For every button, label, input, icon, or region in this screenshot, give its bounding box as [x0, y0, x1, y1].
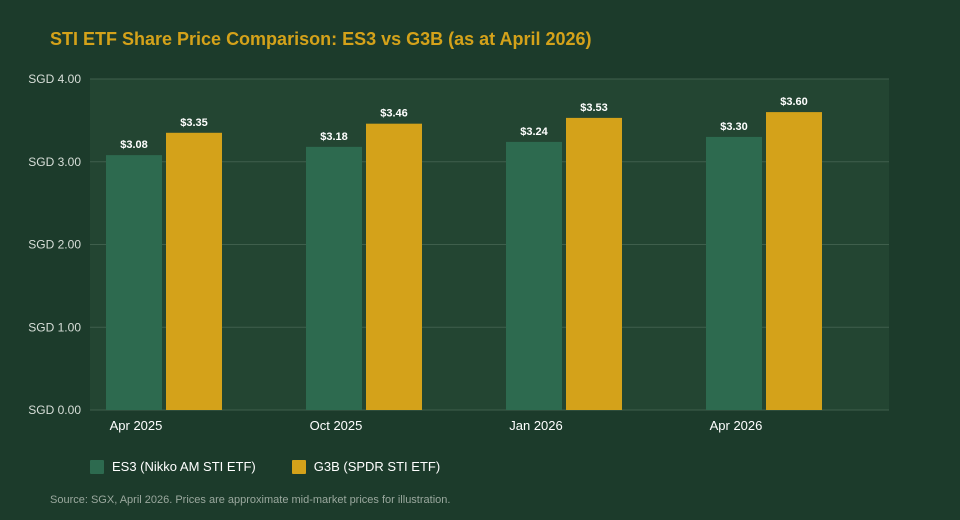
bar-g3b-2[interactable] — [566, 117, 622, 410]
bar-chart: SGD 0.00 SGD 1.00 SGD 2.00 SGD 3.00 SGD 4.00… — [28, 72, 889, 433]
legend-item-es3[interactable]: ES3 (Nikko AM STI ETF) — [90, 459, 256, 474]
bar-es3-1[interactable] — [306, 146, 362, 411]
bar-value-label: $3.53 — [580, 102, 608, 114]
y-tick-label: SGD 1.00 — [28, 320, 81, 334]
legend-label-g3b: G3B (SPDR STI ETF) — [313, 459, 441, 474]
bar-g3b-1[interactable] — [366, 123, 422, 410]
legend: ES3 (Nikko AM STI ETF) G3B (SPDR STI ETF… — [90, 459, 476, 474]
source-note: Source: SGX, April 2026. Prices are appr… — [50, 494, 451, 506]
y-axis-ticks: SGD 0.00 SGD 1.00 SGD 2.00 SGD 3.00 SGD 4.00 — [28, 72, 81, 417]
legend-swatch-es3 — [90, 459, 104, 474]
bar-es3-0[interactable] — [106, 155, 162, 410]
x-tick-label: Apr 2026 — [710, 418, 763, 433]
bar-value-label: $3.30 — [720, 121, 748, 133]
legend-label-es3: ES3 (Nikko AM STI ETF) — [112, 459, 256, 474]
bar-value-label: $3.18 — [320, 131, 348, 143]
x-tick-label: Oct 2025 — [310, 418, 363, 433]
chart-title: STI ETF Share Price Comparison: ES3 vs G… — [50, 29, 592, 49]
bar-value-label: $3.08 — [120, 139, 148, 151]
y-tick-label: SGD 4.00 — [28, 72, 81, 86]
bar-g3b-0[interactable] — [166, 132, 222, 410]
bar-value-label: $3.24 — [520, 126, 548, 138]
y-tick-label: SGD 3.00 — [28, 155, 81, 169]
bar-labels: $3.08 $3.35 $3.18 $3.46 $3.24 $3.53 $3.30 $3.60 — [120, 96, 808, 151]
bars — [106, 112, 822, 411]
bar-value-label: $3.46 — [380, 108, 408, 120]
x-axis-ticks: Apr 2025 Oct 2025 Jan 2026 Apr 2026 — [110, 418, 763, 433]
bar-es3-3[interactable] — [706, 136, 762, 411]
y-tick-label: SGD 2.00 — [28, 238, 81, 252]
bar-es3-2[interactable] — [506, 141, 562, 410]
bar-value-label: $3.60 — [780, 96, 808, 108]
legend-item-g3b[interactable]: G3B (SPDR STI ETF) — [291, 459, 441, 474]
x-tick-label: Apr 2025 — [110, 418, 163, 433]
bar-value-label: $3.35 — [180, 117, 208, 129]
legend-swatch-g3b — [291, 459, 306, 474]
y-tick-label: SGD 0.00 — [28, 403, 81, 417]
x-tick-label: Jan 2026 — [509, 418, 563, 433]
bar-g3b-3[interactable] — [766, 112, 822, 410]
